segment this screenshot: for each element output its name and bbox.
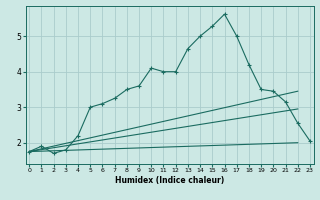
X-axis label: Humidex (Indice chaleur): Humidex (Indice chaleur) bbox=[115, 176, 224, 185]
